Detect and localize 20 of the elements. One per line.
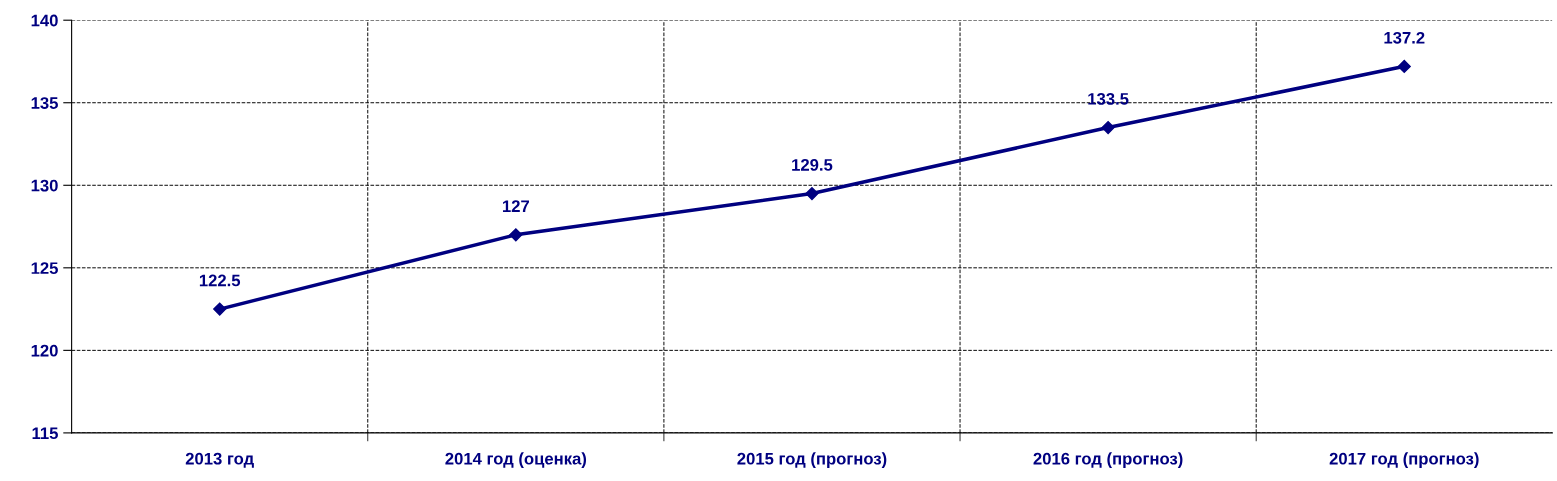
data-label: 122.5 bbox=[199, 274, 241, 287]
y-tick-label: 125 bbox=[31, 262, 58, 275]
data-label: 137.2 bbox=[1384, 31, 1425, 44]
data-label: 127 bbox=[502, 200, 530, 212]
y-tick-label: 115 bbox=[32, 427, 58, 440]
x-tick-label: 2017 год (прогноз) bbox=[1329, 452, 1479, 468]
point bbox=[509, 228, 523, 242]
y-tick-label: 135 bbox=[31, 97, 58, 109]
data-label: 129.5 bbox=[792, 158, 833, 171]
y-tick-label: 140 bbox=[31, 14, 58, 27]
x-tick-label: 2013 год bbox=[185, 452, 254, 468]
x-tick-label: 2015 год (прогноз) bbox=[737, 452, 887, 468]
point bbox=[1397, 59, 1411, 74]
x-tick-label: 2014 год (оценка) bbox=[445, 452, 587, 468]
point bbox=[213, 302, 227, 316]
point bbox=[805, 186, 819, 201]
x-tick-label: 2016 год (прогноз) bbox=[1033, 452, 1183, 468]
y-tick-label: 130 bbox=[31, 179, 58, 192]
point bbox=[1101, 120, 1115, 135]
y-tick-label: 120 bbox=[31, 344, 58, 357]
